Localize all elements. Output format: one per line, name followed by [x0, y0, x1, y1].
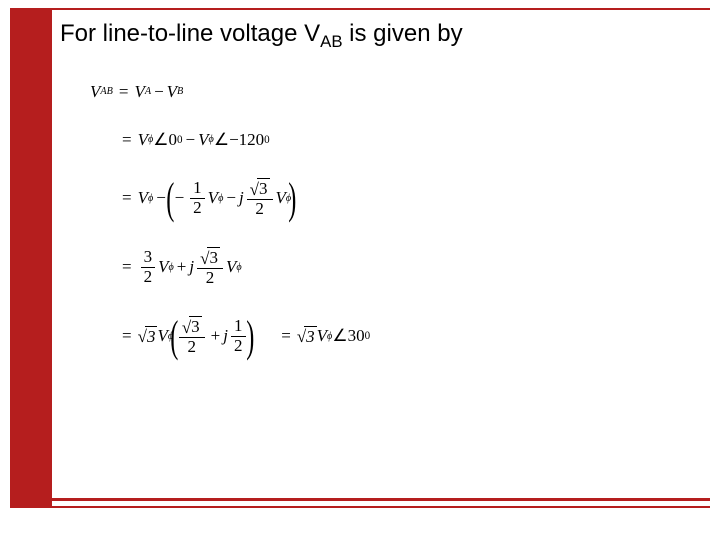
plus: +	[208, 326, 224, 346]
paren-group: ( √3 2 + j 1 2 )	[173, 316, 251, 357]
degree: 0	[365, 330, 371, 342]
rparen: )	[288, 181, 296, 216]
num: 3	[141, 248, 156, 267]
rparen: )	[246, 319, 254, 354]
radicand: 3	[189, 316, 202, 337]
den: 2	[203, 269, 218, 288]
var-V: V	[134, 82, 144, 102]
frame-left	[10, 8, 52, 508]
var-V: V	[317, 326, 327, 346]
lparen: (	[170, 319, 178, 354]
angle-val: 120	[239, 130, 265, 150]
frac-half: 1 2	[231, 317, 246, 355]
var-j: j	[223, 326, 228, 346]
num: 1	[231, 317, 246, 336]
var-V: V	[167, 82, 177, 102]
equations: VAB = VA − VB = Vϕ ∠00 − Vϕ ∠ −1200 = Vϕ…	[90, 82, 700, 357]
den: 2	[190, 199, 205, 218]
frac-half: 1 2	[190, 179, 205, 217]
angle-val: 0	[169, 130, 178, 150]
frac-3-2: 3 2	[141, 248, 156, 286]
var-j: j	[239, 188, 244, 208]
sqrt: √3	[182, 316, 202, 337]
sqrt: √3	[200, 247, 220, 268]
equals: =	[116, 130, 138, 150]
frac-sqrt3-2: √3 2	[247, 178, 273, 219]
title-suffix: is given by	[343, 20, 463, 47]
sqrt: √3	[250, 178, 270, 199]
den: 2	[185, 338, 200, 357]
radicand: 3	[207, 247, 220, 268]
var-V: V	[138, 188, 148, 208]
eq-line-1: VAB = VA − VB	[90, 82, 700, 102]
plus: +	[174, 257, 190, 277]
eq-line-2: = Vϕ ∠00 − Vϕ ∠ −1200	[116, 130, 700, 150]
eq-line-3: = Vϕ − ( − 1 2 Vϕ − j √3 2	[116, 178, 700, 219]
angle: ∠	[214, 130, 229, 150]
equals: =	[116, 257, 138, 277]
var-V: V	[208, 188, 218, 208]
angle: ∠	[332, 326, 347, 346]
sub-AB: AB	[100, 86, 112, 97]
radicand: 3	[145, 326, 158, 347]
minus: −	[151, 82, 167, 102]
title-subscript: AB	[320, 32, 342, 51]
var-V: V	[198, 130, 208, 150]
angle: ∠	[153, 130, 168, 150]
equals: =	[116, 326, 138, 346]
equals: =	[275, 326, 297, 346]
frac-sqrt3-2: √3 2	[197, 247, 223, 288]
lparen: (	[166, 181, 174, 216]
sub-phi: ϕ	[236, 262, 241, 273]
var-V: V	[138, 130, 148, 150]
num: √3	[197, 247, 223, 268]
frame-bottom-1	[10, 498, 710, 501]
equals: =	[116, 188, 138, 208]
den: 2	[231, 337, 246, 356]
var-V: V	[226, 257, 236, 277]
var-V: V	[276, 188, 286, 208]
eq-line-5: = √3 Vϕ ( √3 2 + j 1 2 )	[116, 316, 700, 357]
den: 2	[252, 200, 267, 219]
content-area: For line-to-line voltage VAB is given by…	[60, 20, 700, 490]
var-V: V	[158, 257, 168, 277]
frac-sqrt3-2: √3 2	[179, 316, 205, 357]
minus: −	[183, 130, 199, 150]
radicand: 3	[257, 178, 270, 199]
den: 2	[141, 268, 156, 287]
num: √3	[247, 178, 273, 199]
sqrt: √3	[138, 326, 158, 347]
var-V: V	[157, 326, 167, 346]
minus: −	[223, 188, 239, 208]
radicand: 3	[304, 326, 317, 347]
degree: 0	[264, 134, 270, 146]
slide-title: For line-to-line voltage VAB is given by	[60, 20, 700, 52]
neg: −	[229, 130, 239, 150]
sqrt: √3	[297, 326, 317, 347]
equals: =	[113, 82, 135, 102]
sub-B: B	[177, 86, 183, 97]
num: 1	[190, 179, 205, 198]
eq-line-4: = 3 2 Vϕ + j √3 2 Vϕ	[116, 247, 700, 288]
var-V: V	[90, 82, 100, 102]
var-j: j	[189, 257, 194, 277]
frame-top	[10, 8, 710, 10]
angle-val: 30	[348, 326, 365, 346]
title-prefix: For line-to-line voltage V	[60, 20, 320, 47]
frame-bottom-2	[10, 506, 710, 508]
num: √3	[179, 316, 205, 337]
paren-group: ( − 1 2 Vϕ − j √3 2 Vϕ )	[169, 178, 294, 219]
